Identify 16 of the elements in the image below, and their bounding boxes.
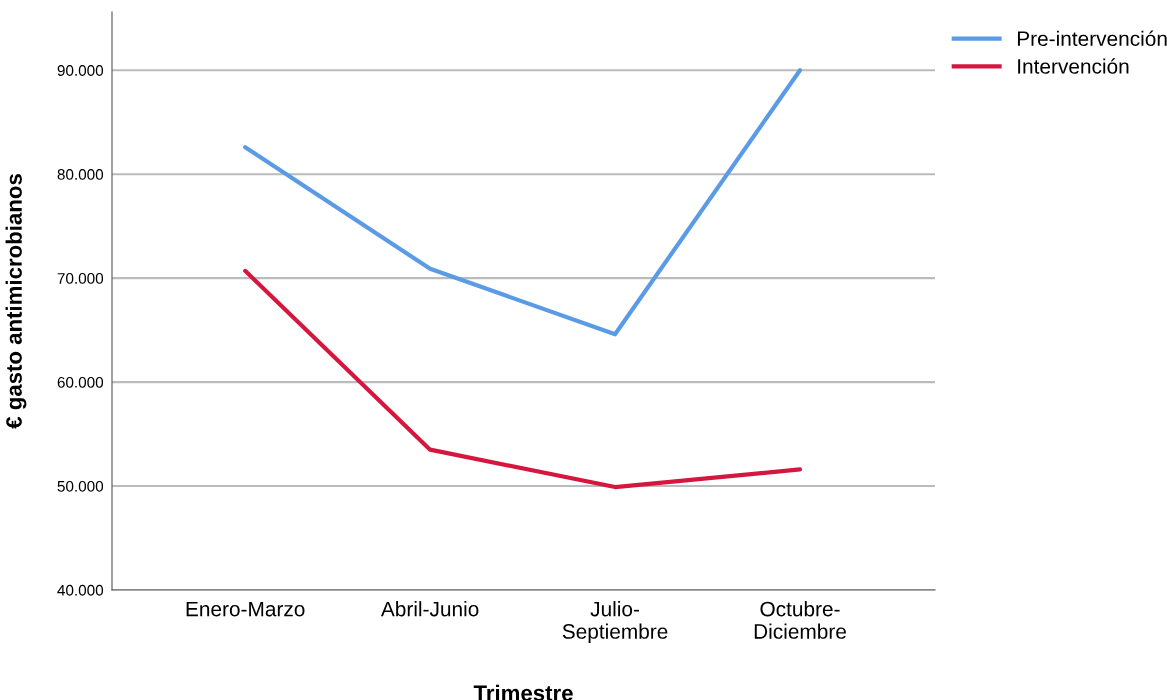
- legend-label: Intervención: [1018, 58, 1129, 74]
- y-tick-label: 50.000: [57, 480, 104, 492]
- y-tick-label: 90.000: [57, 65, 104, 76]
- y-axis-title: € gasto antimicrobianos: [5, 174, 27, 429]
- legend-label: Pre-intervención: [1017, 30, 1167, 47]
- y-tick-label: 60.000: [57, 376, 104, 388]
- x-tick-label: Octubre- Diciembre: [754, 601, 846, 639]
- y-tick-label: 40.000: [57, 584, 104, 596]
- line-series: [243, 68, 803, 337]
- x-tick-label: Julio- Septiembre: [562, 601, 668, 643]
- x-axis-title: Trimestre: [473, 684, 573, 700]
- x-tick-label: Abril-Junio: [380, 601, 479, 617]
- y-tick-label: 80.000: [57, 169, 104, 180]
- line-series: [243, 268, 803, 490]
- y-tick-label: 70.000: [57, 273, 104, 284]
- x-tick-label: Enero-Marzo: [186, 601, 305, 617]
